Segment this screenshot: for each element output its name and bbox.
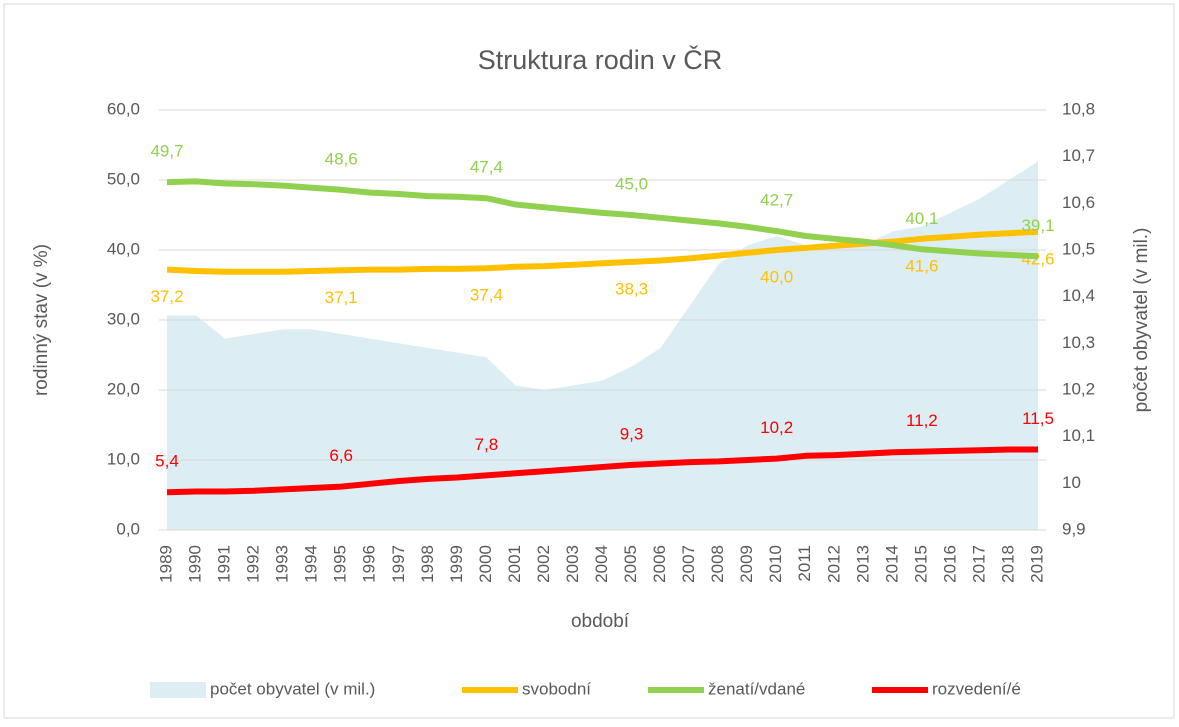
data-label: 47,4	[470, 158, 503, 177]
data-label: 11,2	[906, 411, 938, 430]
data-label: 6,6	[329, 446, 353, 465]
data-label: 48,6	[325, 149, 358, 168]
x-tick-label: 1994	[302, 545, 321, 583]
x-tick-label: 2005	[621, 545, 640, 583]
data-label: 39,1	[1021, 216, 1054, 235]
y2-tick-label: 10,6	[1062, 193, 1095, 212]
x-tick-label: 2010	[766, 545, 785, 583]
data-label: 45,0	[615, 174, 648, 193]
data-label: 37,4	[470, 286, 503, 305]
data-label: 7,8	[475, 435, 499, 454]
x-tick-label: 2012	[824, 545, 843, 583]
x-tick-label: 2019	[1027, 545, 1046, 583]
legend-label: svobodní	[522, 679, 591, 698]
y2-tick-label: 10	[1062, 473, 1081, 492]
legend-label: rozvedení/é	[932, 679, 1021, 698]
y2-tick-label: 9,9	[1062, 519, 1086, 538]
x-tick-label: 2011	[795, 545, 814, 582]
data-label: 38,3	[615, 279, 648, 298]
line-series	[166, 178, 1039, 260]
x-tick-label: 1991	[215, 545, 234, 583]
x-tick-label: 2015	[911, 545, 930, 583]
legend-label: ženatí/vdané	[708, 679, 805, 698]
data-label: 5,4	[155, 452, 179, 471]
x-tick-label: 1993	[273, 545, 292, 583]
y-tick-label: 20,0	[107, 379, 140, 398]
x-tick-label: 2013	[853, 545, 872, 583]
data-label: 9,3	[620, 424, 644, 443]
line-series	[166, 228, 1039, 275]
data-label: 42,7	[760, 191, 793, 210]
y2-tick-label: 10,8	[1062, 99, 1095, 118]
y2-tick-label: 10,5	[1062, 239, 1095, 258]
y2-axis-title: počet obyvatel (v mil.)	[1131, 228, 1152, 413]
data-label: 37,1	[325, 288, 358, 307]
x-tick-label: 1990	[186, 545, 205, 583]
y-tick-label: 30,0	[107, 309, 140, 328]
x-tick-label: 2007	[679, 545, 698, 583]
x-tick-label: 2008	[708, 545, 727, 583]
x-tick-label: 2000	[476, 545, 495, 583]
x-tick-label: 1989	[156, 545, 175, 583]
y2-tick-label: 10,3	[1062, 333, 1095, 352]
data-label: 11,5	[1022, 409, 1054, 428]
data-label: 37,2	[150, 287, 183, 306]
x-tick-label: 2004	[592, 545, 611, 583]
x-tick-label: 1992	[244, 545, 263, 583]
x-tick-label: 2001	[505, 545, 524, 583]
data-label: 42,6	[1021, 249, 1054, 268]
y-tick-label: 40,0	[107, 239, 140, 258]
x-tick-label: 2006	[650, 545, 669, 583]
x-tick-label: 1997	[389, 545, 408, 583]
x-tick-label: 1998	[418, 545, 437, 583]
data-label: 40,0	[760, 267, 793, 286]
y2-tick-label: 10,4	[1062, 286, 1095, 305]
x-tick-label: 1999	[447, 545, 466, 583]
y2-tick-label: 10,7	[1062, 146, 1095, 165]
x-axis-title: období	[571, 611, 630, 632]
data-label: 10,2	[760, 418, 793, 437]
x-tick-label: 2002	[534, 545, 553, 583]
x-tick-label: 2017	[969, 545, 988, 583]
x-tick-label: 1996	[360, 545, 379, 583]
legend-swatch	[150, 682, 206, 698]
line-series	[166, 446, 1038, 496]
y2-tick-label: 10,2	[1062, 379, 1095, 398]
data-label: 40,1	[905, 209, 938, 228]
data-label: 41,6	[905, 256, 938, 275]
y-tick-label: 10,0	[107, 449, 140, 468]
chart-title: Struktura rodin v ČR	[478, 44, 723, 75]
area	[167, 161, 1038, 531]
y2-tick-label: 10,1	[1062, 426, 1095, 445]
x-tick-label: 2016	[940, 545, 959, 583]
y-tick-label: 0,0	[116, 519, 140, 538]
y-tick-label: 60,0	[107, 99, 140, 118]
data-label: 49,7	[150, 142, 183, 161]
x-tick-label: 2003	[563, 545, 582, 583]
x-tick-label: 2009	[737, 545, 756, 583]
x-tick-label: 2014	[882, 545, 901, 583]
x-tick-label: 2018	[998, 545, 1017, 583]
y-tick-label: 50,0	[107, 169, 140, 188]
y-axis-title: rodinný stav (v %)	[31, 244, 52, 396]
legend-label: počet obyvatel (v mil.)	[210, 679, 375, 698]
x-tick-label: 1995	[331, 545, 350, 583]
